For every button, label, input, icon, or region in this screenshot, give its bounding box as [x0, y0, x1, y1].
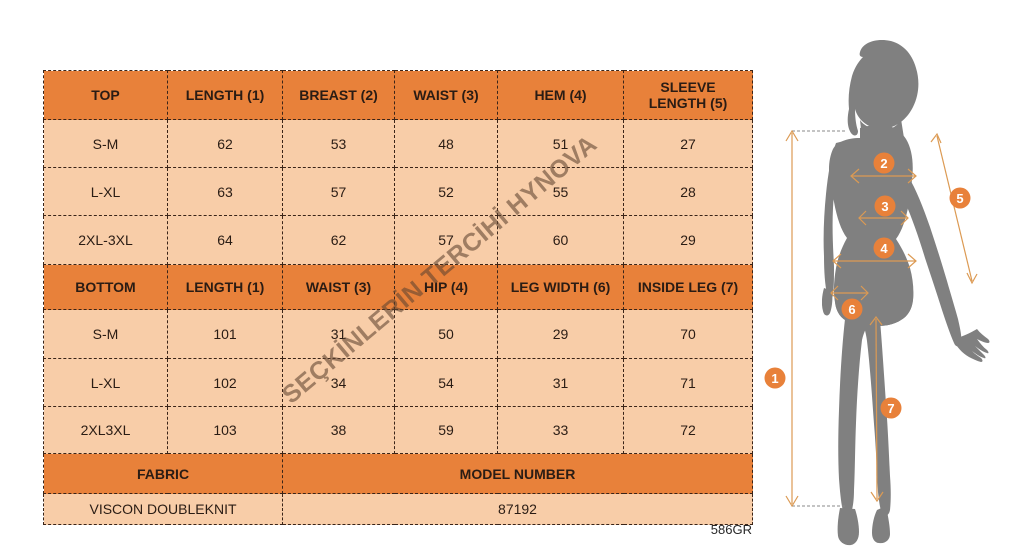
svg-text:1: 1 [771, 371, 778, 386]
